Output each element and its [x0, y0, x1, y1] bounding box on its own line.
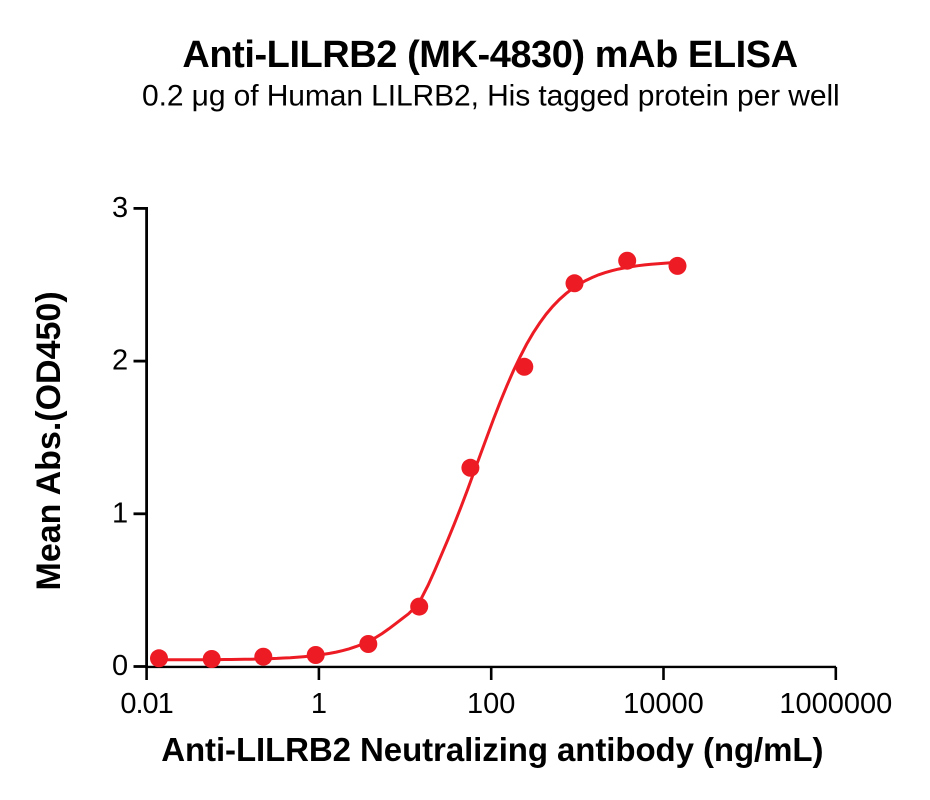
svg-text:10000: 10000 — [623, 688, 704, 720]
svg-text:1: 1 — [112, 497, 128, 529]
svg-text:Anti-LILRB2 Neutralizing antib: Anti-LILRB2 Neutralizing antibody (ng/mL… — [161, 731, 823, 768]
svg-text:1: 1 — [311, 688, 327, 720]
svg-text:100: 100 — [467, 688, 515, 720]
svg-text:Anti-LILRB2 (MK-4830) mAb ELIS: Anti-LILRB2 (MK-4830) mAb ELISA — [182, 34, 797, 76]
svg-text:Mean Abs.(OD450): Mean Abs.(OD450) — [30, 291, 68, 590]
svg-text:0: 0 — [112, 650, 128, 682]
svg-text:0.01: 0.01 — [120, 688, 172, 720]
svg-text:3: 3 — [112, 192, 128, 224]
svg-text:2: 2 — [112, 345, 128, 377]
svg-text:1000000: 1000000 — [779, 688, 892, 720]
svg-text:0.2 μg of Human LILRB2, His ta: 0.2 μg of Human LILRB2, His tagged prote… — [142, 79, 840, 112]
